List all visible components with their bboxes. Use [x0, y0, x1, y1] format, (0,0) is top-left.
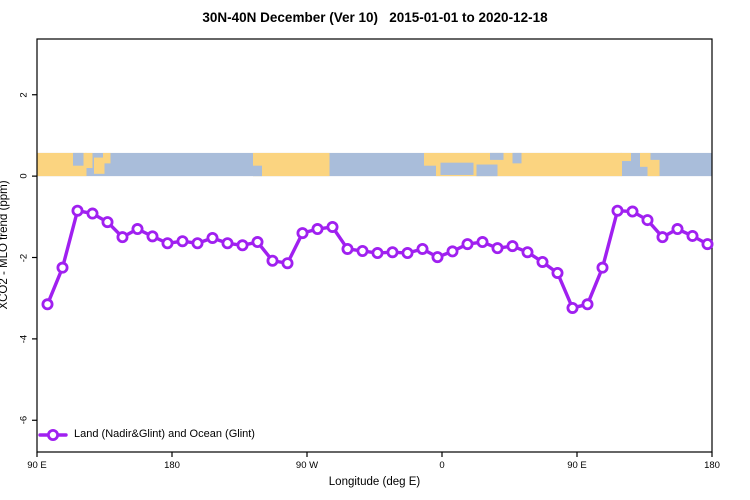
data-point-marker	[131, 223, 144, 236]
data-point-marker	[431, 251, 444, 264]
y-tick-label: 2	[18, 92, 30, 98]
data-point-marker	[101, 216, 114, 229]
data-point-marker	[566, 301, 579, 314]
x-tick-label: 90 W	[295, 460, 319, 471]
data-point-marker	[296, 227, 309, 240]
data-point-marker	[461, 238, 474, 251]
data-point-marker	[56, 261, 69, 274]
map-ocean-patch	[512, 152, 522, 164]
map-land-patch	[253, 152, 330, 177]
data-point-marker	[281, 257, 294, 270]
data-point-marker	[596, 261, 609, 274]
data-point-marker	[146, 230, 159, 243]
data-point-marker	[641, 214, 654, 227]
x-tick-label: 90 E	[27, 460, 47, 471]
data-point-marker	[341, 242, 354, 255]
plot-border	[36, 38, 713, 453]
data-point-marker	[491, 242, 504, 255]
y-tick-label: -4	[18, 334, 30, 344]
data-point-marker	[236, 239, 249, 252]
chart-title: 30N-40N December (Ver 10) 2015-01-01 to …	[202, 10, 548, 25]
data-point-marker	[611, 204, 624, 217]
map-land-patch	[647, 159, 660, 177]
x-tick-label: 90 E	[567, 460, 587, 471]
x-tick-label: 180	[164, 460, 180, 471]
data-point-marker	[221, 237, 234, 250]
data-point-marker	[626, 205, 639, 218]
map-land-patch	[424, 152, 436, 166]
data-point-marker	[551, 266, 564, 279]
y-tick-label: -6	[18, 416, 30, 425]
data-point-marker	[311, 223, 324, 236]
data-point-marker	[416, 242, 429, 255]
data-point-marker	[476, 236, 489, 249]
data-point-marker	[446, 245, 459, 258]
data-point-marker	[656, 231, 669, 244]
x-axis-label: Longitude (deg E)	[328, 476, 421, 488]
data-point-marker	[371, 247, 384, 260]
y-tick-label: -2	[18, 253, 30, 262]
data-point-marker	[266, 254, 279, 267]
map-ocean-patch	[490, 152, 504, 160]
data-point-marker	[71, 204, 84, 217]
data-point-marker	[536, 255, 549, 268]
data-point-marker	[176, 235, 189, 248]
map-land-patch	[94, 157, 105, 174]
map-ocean-patch	[253, 165, 262, 177]
data-point-marker	[521, 246, 534, 259]
data-point-marker	[686, 229, 699, 242]
data-point-marker	[386, 246, 399, 259]
data-point-marker	[251, 236, 264, 249]
map-ocean-patch	[440, 162, 474, 175]
map-ocean-patch	[73, 152, 84, 166]
map-land-patch	[640, 152, 651, 167]
data-point-marker	[161, 237, 174, 250]
data-point-marker	[506, 240, 519, 253]
data-point-marker	[701, 238, 714, 251]
data-point-marker	[671, 223, 684, 236]
y-axis-label: XCO2 - MLO trend (ppm)	[0, 180, 10, 310]
data-point-marker	[41, 298, 54, 311]
data-series-line	[45, 209, 710, 310]
legend-marker-circle	[47, 428, 60, 441]
map-land-patch	[85, 152, 93, 169]
data-point-marker	[326, 220, 339, 233]
data-point-marker	[86, 207, 99, 220]
map-land-patch	[620, 152, 631, 162]
data-point-marker	[581, 298, 594, 311]
map-land-patch	[103, 152, 111, 164]
data-point-marker	[401, 247, 414, 260]
x-tick-label: 0	[439, 460, 445, 471]
data-point-marker	[191, 237, 204, 250]
data-point-marker	[356, 244, 369, 257]
map-ocean-patch	[476, 164, 498, 177]
data-point-marker	[116, 231, 129, 244]
data-point-marker	[206, 231, 219, 244]
legend-entry-label: Land (Nadir&Glint) and Ocean (Glint)	[74, 428, 255, 440]
y-tick-label: 0	[18, 173, 30, 179]
x-tick-label: 180	[704, 460, 720, 471]
